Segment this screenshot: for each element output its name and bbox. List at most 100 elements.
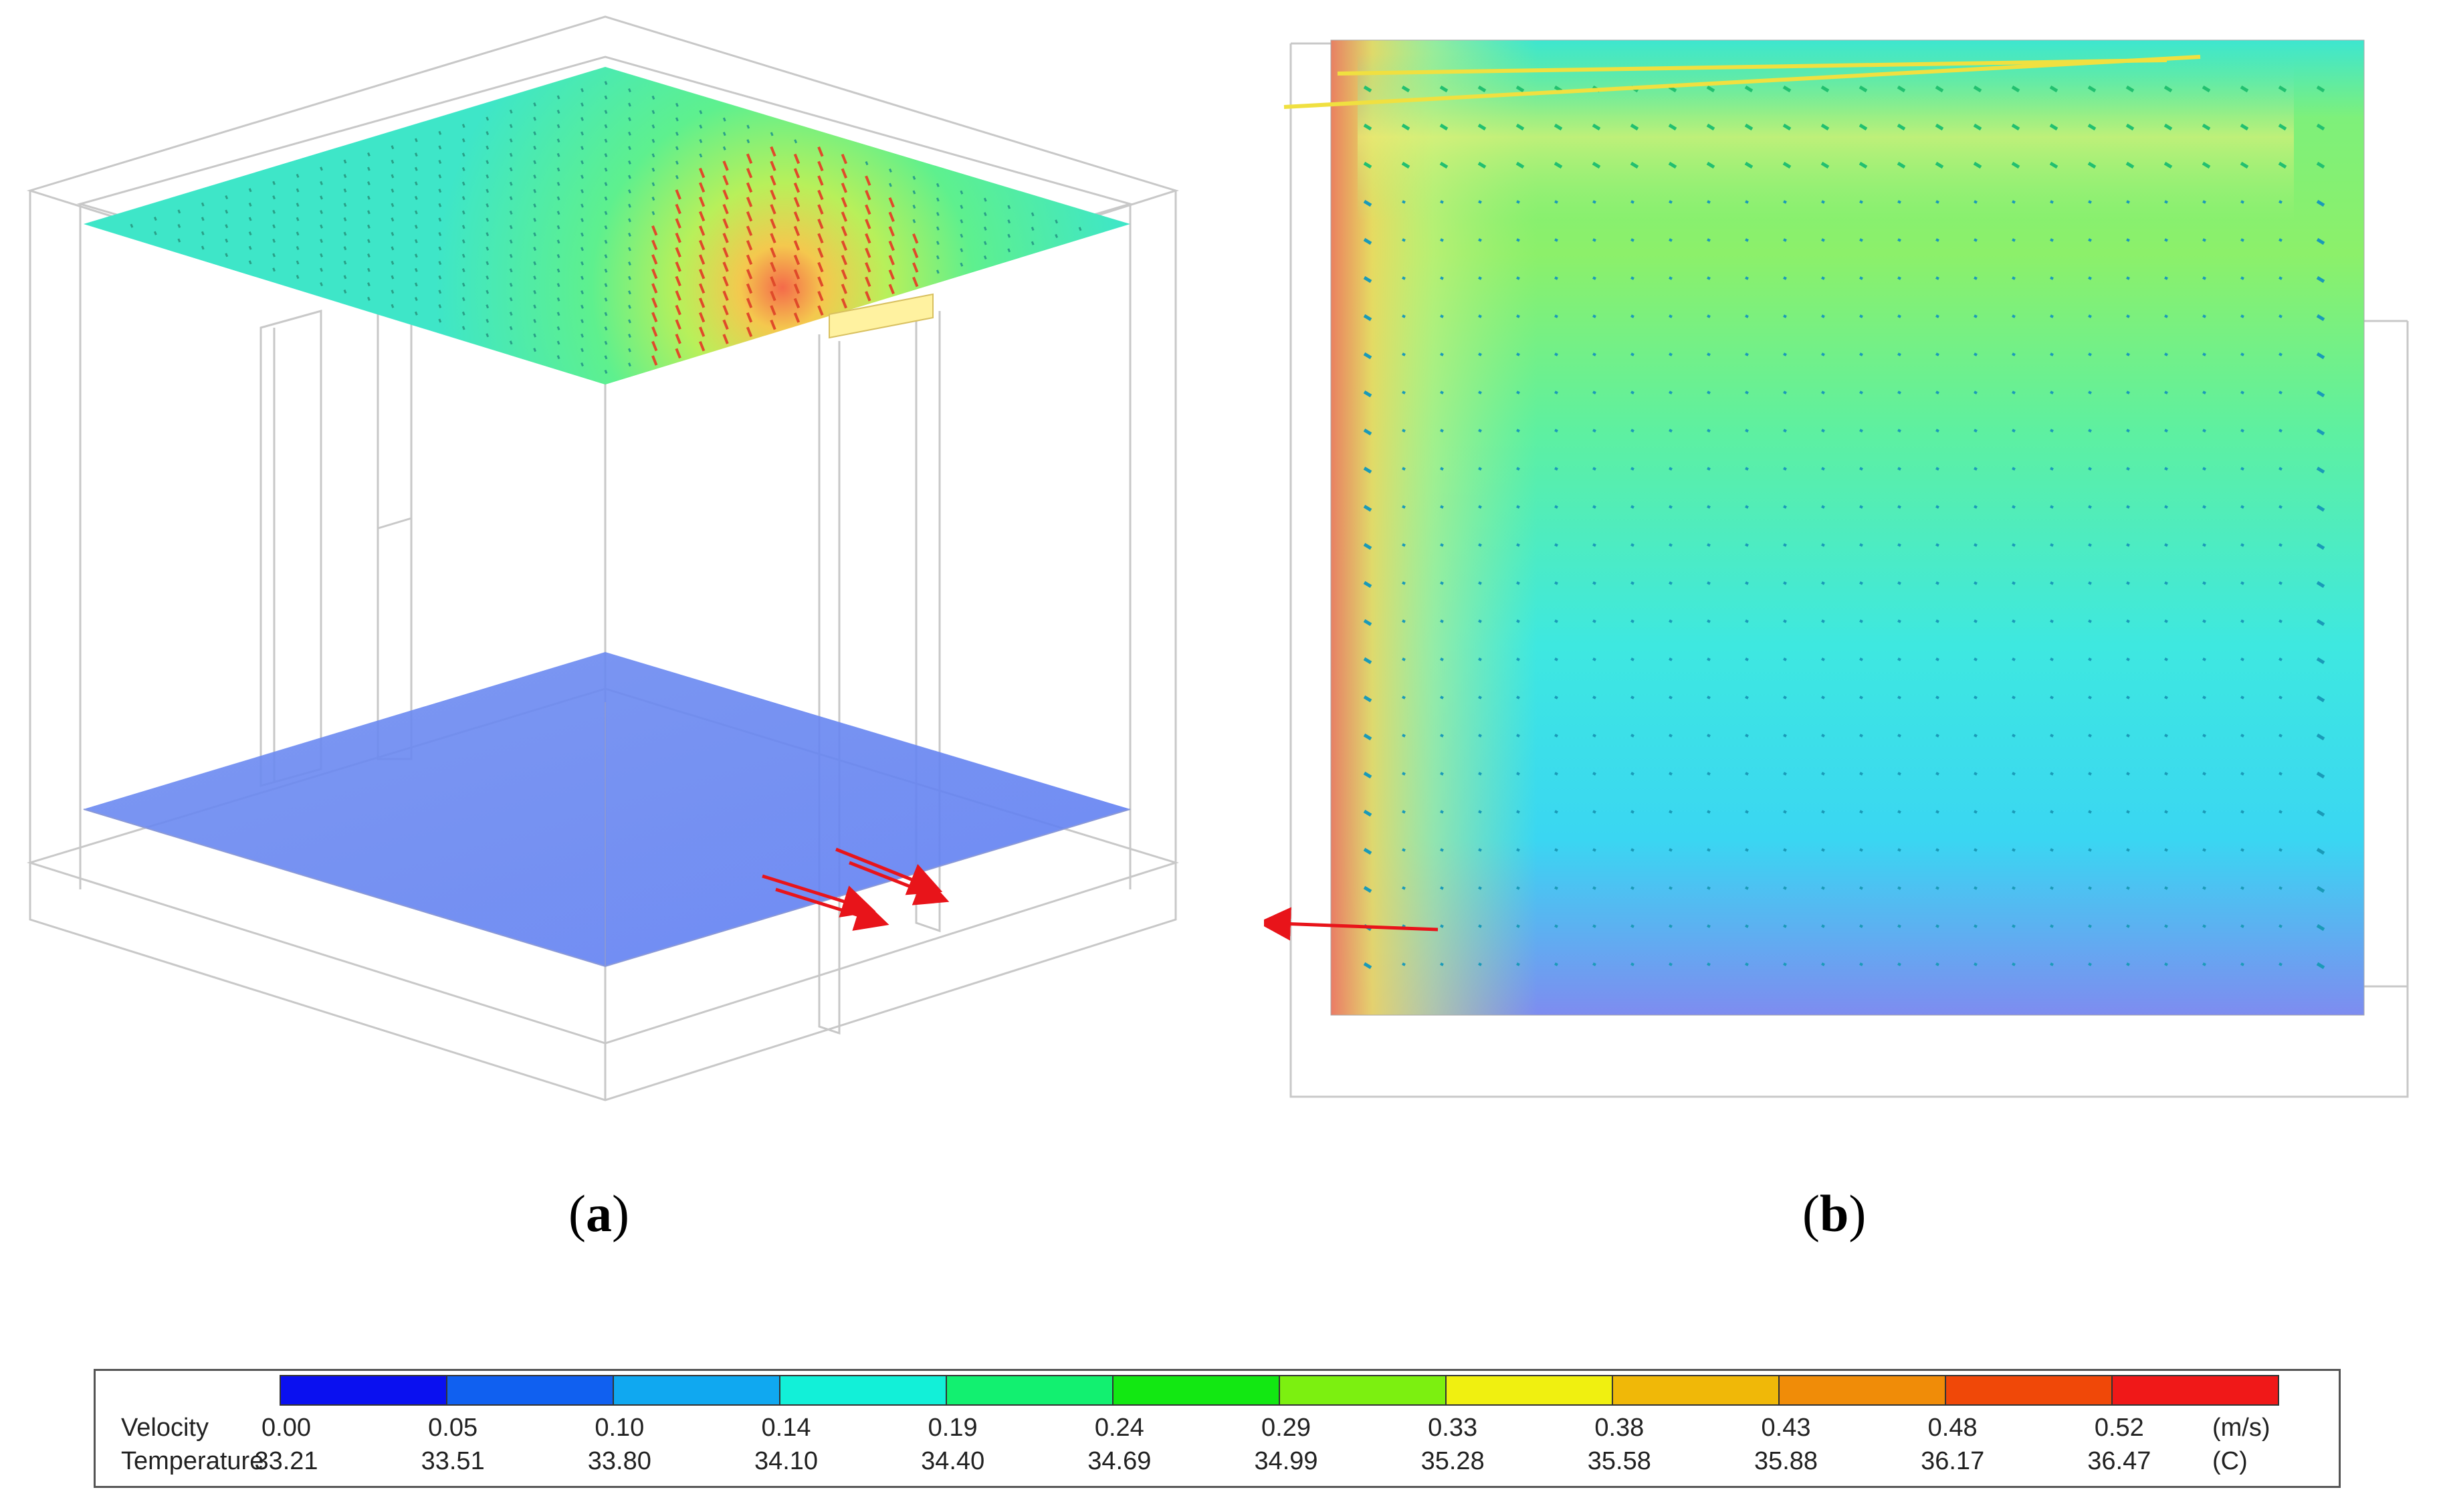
vector-mark [343,217,347,222]
vector-mark [1935,886,1939,890]
vector-mark [1821,924,1825,928]
vector-mark [912,276,919,288]
vector-mark [1592,695,1596,699]
vector-mark [1516,695,1520,699]
vector-mark [1935,200,1939,204]
vector-mark [1668,123,1677,131]
vector-mark [2279,962,2283,966]
vector-mark [841,298,848,309]
vector-mark [461,268,465,273]
vector-mark [1669,695,1673,699]
vector-mark [2240,619,2244,623]
vector-mark [486,217,490,222]
vector-mark [1592,581,1596,585]
vector-mark [1477,85,1487,93]
vector-mark [651,182,655,187]
vector-mark [343,275,347,280]
vector-mark [722,305,729,316]
vector-mark [2126,772,2130,776]
vector-mark [1745,543,1749,547]
vector-mark [936,255,940,259]
vector-mark [1707,429,1711,433]
vector-mark [1783,314,1787,318]
vector-mark [2202,276,2206,280]
vector-mark [320,239,323,243]
vector-mark [272,224,276,229]
vector-mark [2316,504,2325,512]
vector-mark [628,247,631,251]
vector-mark [296,203,300,207]
vector-mark [1744,123,1754,131]
vector-mark [2126,734,2130,738]
vector-mark [486,131,490,136]
vector-mark [343,159,347,164]
vector-mark [675,348,681,359]
vector-mark [367,152,370,156]
vector-mark [793,197,801,207]
vector-mark [2088,276,2092,280]
vector-mark [960,205,964,209]
vector-mark [2316,657,2325,665]
vector-mark [722,233,729,243]
legend-swatch-1 [447,1376,614,1404]
vector-mark [509,282,513,287]
vector-mark [580,333,584,338]
vector-mark [1669,238,1673,242]
vector-mark [1630,657,1634,661]
vector-mark [2164,924,2168,928]
vector-mark [2050,200,2054,204]
vector-mark [793,153,801,165]
vector-mark [2279,810,2283,814]
vector-mark [2240,276,2244,280]
vector-mark [2279,924,2283,928]
vector-mark [2316,619,2325,627]
vector-mark [1515,123,1525,131]
velocity-value: 0.33 [1428,1414,1478,1442]
vector-mark [1859,581,1863,585]
vector-mark [1402,352,1406,356]
vector-mark [2012,619,2016,623]
vector-mark [1859,276,1863,280]
vector-mark [770,233,776,243]
vector-mark [2125,161,2135,169]
vector-mark [1897,619,1901,623]
vector-mark [1439,85,1449,93]
vector-mark [2278,85,2287,93]
vector-mark [1363,466,1372,474]
vector-mark [2316,580,2325,588]
vector-mark [1669,810,1673,814]
vector-mark [1669,619,1673,623]
vector-mark [486,203,490,208]
velocity-value: 0.19 [928,1414,978,1442]
legend-swatch-9 [1780,1376,1946,1404]
vector-mark [391,304,395,308]
vector-mark [580,160,584,165]
vector-mark [533,203,537,208]
vector-mark [1363,352,1372,360]
vector-mark [1897,429,1901,433]
vector-mark [1630,238,1634,242]
vector-mark [1707,314,1711,318]
vector-mark [628,146,631,150]
vector-mark [628,175,631,179]
vector-mark [1630,314,1634,318]
vector-mark [1554,962,1558,966]
vector-mark [2164,810,2168,814]
vector-mark [580,232,584,237]
vector-mark [2126,619,2130,623]
vector-mark [1859,772,1863,776]
vector-mark [1745,238,1749,242]
vector-mark [2164,276,2168,280]
vector-mark [438,189,442,193]
vector-mark [2202,581,2206,585]
vector-mark [320,195,323,200]
vector-mark [1935,924,1939,928]
vector-mark [2088,848,2092,852]
vector-mark [1859,657,1863,661]
vector-mark [1478,467,1482,471]
vector-mark [1478,886,1482,890]
isometric-room-view [26,15,1180,1101]
vector-mark [1745,429,1749,433]
vector-mark [2240,543,2244,547]
vector-mark [888,211,895,223]
